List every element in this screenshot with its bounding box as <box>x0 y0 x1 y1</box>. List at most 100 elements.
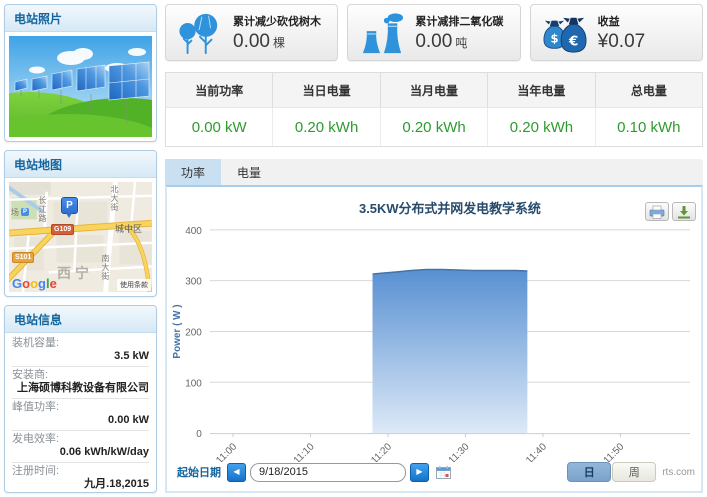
map-tiles <box>9 182 152 292</box>
svg-text:Power ( W ): Power ( W ) <box>172 304 183 358</box>
summary-card-co2: 累计减排二氧化碳 0.00 吨 <box>347 4 521 61</box>
parking-marker[interactable]: P <box>61 197 78 218</box>
chart-area: 功率 电量 <box>165 159 703 493</box>
info-label: 发电效率: <box>12 433 60 445</box>
info-panel: 电站信息 装机容量: 3.5 kW 安装商: 上海硕博科教设备有限公司 峰值功率… <box>4 305 157 493</box>
station-map[interactable]: 场 P 长江路 北大街 南大街 城中区 西宁 G109 S101 P Googl… <box>9 182 152 292</box>
map-city-label: 西宁 <box>57 265 93 281</box>
trees-icon <box>179 13 218 54</box>
card-text: 收益 ¥0.07 <box>598 13 649 53</box>
download-chart-button[interactable] <box>672 202 696 221</box>
svg-text:200: 200 <box>185 327 202 338</box>
stats-header: 当前功率 <box>166 73 274 108</box>
svg-text:300: 300 <box>185 277 202 288</box>
stats-value: 0.20 kWh <box>273 108 381 146</box>
map-terms-link[interactable]: 使用条款 <box>117 279 151 291</box>
svg-text:100: 100 <box>185 378 202 389</box>
next-day-button[interactable]: ▶ <box>410 462 429 482</box>
svg-text:11:30: 11:30 <box>447 441 472 462</box>
mini-parking-icon: P <box>21 208 29 216</box>
station-photo <box>9 36 152 137</box>
card-value: 0.00 <box>415 30 453 52</box>
chart-box: 0 100 200 300 400 11:00 11:10 11:20 11:30 11:40 11… <box>165 185 703 493</box>
info-panel-title: 电站信息 <box>5 306 156 333</box>
svg-text:€: € <box>568 34 578 49</box>
map-square-label: 场 <box>11 208 19 217</box>
prev-day-button[interactable]: ◀ <box>227 462 246 482</box>
range-toggle: 日 周 <box>567 462 657 482</box>
stats-header-row: 当前功率 当日电量 当月电量 当年电量 总电量 <box>166 73 703 108</box>
chart-controls: 起始日期 ◀ ▶ <box>167 462 701 491</box>
map-road-label-north-street: 北大街 <box>110 185 119 212</box>
info-value: 3.5 kW <box>114 350 149 362</box>
stats-value: 0.20 kWh <box>488 108 596 146</box>
road-badge-s101: S101 <box>12 252 35 263</box>
chart-credits-link[interactable]: rts.com <box>662 466 695 478</box>
photo-frame <box>5 32 156 141</box>
map-road-label-changjiang: 长江路 <box>38 196 47 223</box>
stats-header: 总电量 <box>595 73 703 108</box>
tab-power[interactable]: 功率 <box>165 159 222 185</box>
card-unit: 棵 <box>272 35 285 50</box>
day-range-button[interactable]: 日 <box>567 462 612 482</box>
info-row: 注册时间: 九月.18,2015 <box>12 463 149 492</box>
tab-energy[interactable]: 电量 <box>237 166 262 180</box>
card-value: ¥0.07 <box>597 30 646 52</box>
stats-header: 当日电量 <box>273 73 381 108</box>
download-icon <box>678 205 690 218</box>
solar-panels <box>14 61 150 124</box>
info-label: 装机容量: <box>12 337 60 349</box>
info-row: 安装商: 上海硕博科教设备有限公司 <box>12 367 149 399</box>
info-value: 0.06 kWh/kW/day <box>59 446 149 458</box>
stats-header: 当月电量 <box>380 73 489 108</box>
week-range-button[interactable]: 周 <box>612 462 657 482</box>
date-input[interactable] <box>250 462 406 482</box>
stats-header: 当年电量 <box>488 73 596 108</box>
info-value: 九月.18,2015 <box>84 478 149 490</box>
info-label: 注册时间: <box>12 465 60 477</box>
stats-value: 0.10 kWh <box>617 119 681 136</box>
calendar-icon <box>435 465 451 479</box>
road-badge-g109: G109 <box>51 224 75 235</box>
svg-text:$: $ <box>550 31 558 45</box>
info-list: 装机容量: 3.5 kW 安装商: 上海硕博科教设备有限公司 峰值功率: 0.0… <box>5 333 156 492</box>
photo-panel: 电站照片 <box>4 4 157 142</box>
chart-toolbar <box>645 202 696 221</box>
map-area <box>9 182 51 195</box>
summary-cards: 累计减少砍伐树木 0.00 棵 累计减排二 <box>165 4 703 61</box>
svg-text:400: 400 <box>185 226 202 237</box>
printer-icon <box>649 205 665 219</box>
map-road-label-south-street: 南大街 <box>101 254 110 281</box>
info-label: 安装商: <box>12 369 49 381</box>
map-panel: 电站地图 <box>4 150 157 297</box>
stats-value-row: 0.00 kW 0.20 kWh 0.20 kWh 0.20 kWh 0.10 … <box>166 108 702 146</box>
svg-text:0: 0 <box>196 429 202 440</box>
map-panel-title: 电站地图 <box>5 151 156 178</box>
card-text: 累计减排二氧化碳 0.00 吨 <box>415 13 503 53</box>
svg-text:3.5KW分布式并网发电教学系统: 3.5KW分布式并网发电教学系统 <box>359 201 541 216</box>
chart-tabs: 功率 电量 <box>165 159 703 185</box>
calendar-button[interactable] <box>435 465 451 480</box>
card-label: 收益 <box>597 15 620 28</box>
info-value: 0.00 kW <box>108 414 149 426</box>
card-value: 0.00 <box>233 30 270 52</box>
card-label: 累计减少砍伐树木 <box>233 15 321 28</box>
summary-card-income: $ € 收益 ¥0.07 <box>529 4 703 61</box>
svg-text:11:20: 11:20 <box>369 441 394 462</box>
print-chart-button[interactable] <box>645 202 669 221</box>
clouds <box>29 48 146 74</box>
map-district-label: 城中区 <box>115 224 143 234</box>
cooling-towers-icon <box>363 12 404 53</box>
photo-panel-title: 电站照片 <box>5 5 156 32</box>
google-logo[interactable]: Google <box>12 276 57 291</box>
money-bags-icon: $ € <box>543 17 587 53</box>
info-row: 峰值功率: 0.00 kW <box>12 399 149 431</box>
stats-table: 当前功率 当日电量 当月电量 当年电量 总电量 0.00 kW 0.20 kWh… <box>165 72 703 147</box>
hills <box>9 92 152 137</box>
stats-value: 0.00 kW <box>166 108 274 146</box>
svg-text:11:40: 11:40 <box>524 441 549 462</box>
sidebar: 电站照片 <box>4 4 157 493</box>
card-label: 累计减排二氧化碳 <box>415 15 504 28</box>
summary-card-trees: 累计减少砍伐树木 0.00 棵 <box>165 4 339 61</box>
